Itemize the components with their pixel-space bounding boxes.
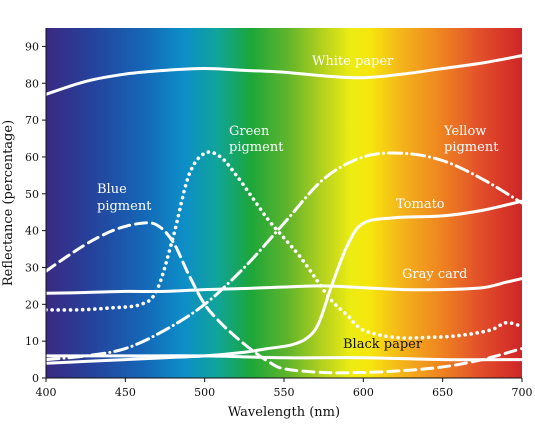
y-tick-label: 90 — [25, 40, 39, 53]
label-blue-pigment-line1: Blue — [97, 182, 127, 197]
y-tick-label: 70 — [25, 114, 39, 127]
y-tick-label: 0 — [32, 372, 39, 385]
label-blue-pigment-line2: pigment — [97, 199, 152, 214]
y-tick-label: 40 — [25, 225, 39, 238]
y-tick-label: 50 — [25, 188, 39, 201]
label-yellow-pigment-line2: pigment — [444, 140, 499, 155]
x-tick-label: 700 — [512, 386, 533, 399]
label-yellow-pigment-line1: Yellow — [443, 124, 486, 139]
y-tick-label: 60 — [25, 151, 39, 164]
x-tick-label: 500 — [194, 386, 215, 399]
x-tick-label: 450 — [115, 386, 136, 399]
y-tick-label: 10 — [25, 335, 39, 348]
label-green-pigment-line2: pigment — [229, 140, 284, 155]
x-tick-label: 650 — [432, 386, 453, 399]
label-gray-card: Gray card — [402, 267, 467, 282]
label-white-paper: White paper — [312, 54, 394, 69]
x-tick-label: 600 — [353, 386, 374, 399]
label-black-paper: Black paper — [343, 337, 423, 352]
y-axis-title: Reflectance (percentage) — [1, 120, 16, 286]
label-green-pigment-line1: Green — [229, 124, 270, 139]
y-tick-label: 30 — [25, 261, 39, 274]
y-tick-label: 20 — [25, 298, 39, 311]
y-tick-label: 80 — [25, 77, 39, 90]
label-tomato: Tomato — [396, 197, 445, 212]
x-tick-label: 400 — [36, 386, 57, 399]
x-axis-title: Wavelength (nm) — [228, 405, 340, 420]
x-tick-label: 550 — [274, 386, 295, 399]
